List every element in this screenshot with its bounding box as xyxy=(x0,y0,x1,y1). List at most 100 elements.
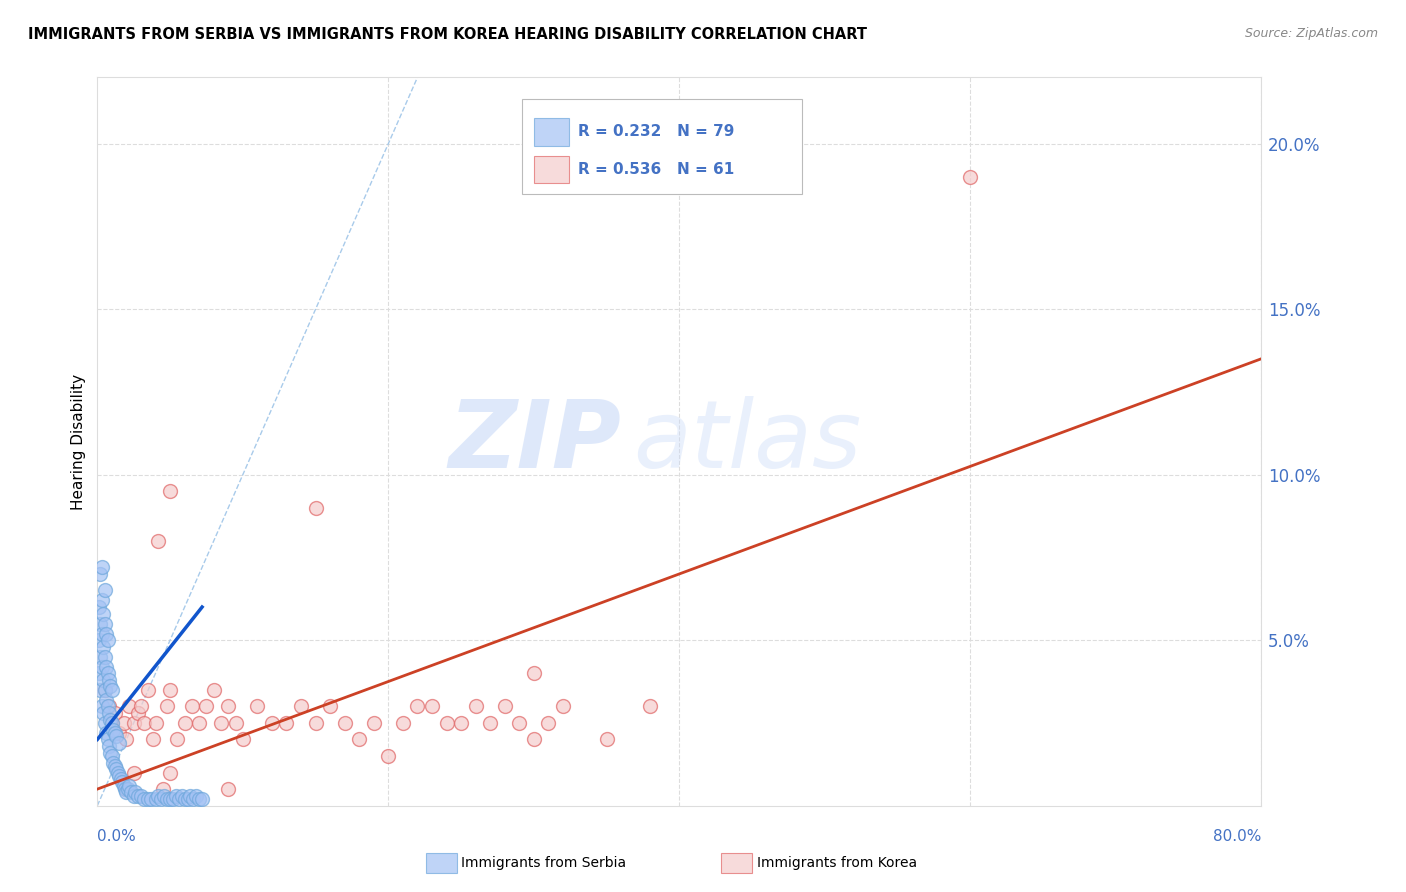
Point xyxy=(101,749,124,764)
Point xyxy=(94,692,117,706)
Point xyxy=(392,715,415,730)
Point xyxy=(96,666,118,681)
Point xyxy=(347,732,370,747)
Point xyxy=(276,715,298,730)
Point xyxy=(156,792,179,806)
Point xyxy=(202,682,225,697)
Point xyxy=(93,682,115,697)
Point xyxy=(105,729,128,743)
Point xyxy=(166,732,188,747)
Point xyxy=(136,792,159,806)
Point xyxy=(103,756,125,770)
Point xyxy=(89,616,111,631)
Point xyxy=(90,699,112,714)
Point xyxy=(98,706,121,720)
Point xyxy=(551,699,574,714)
Point xyxy=(141,792,163,806)
Text: ZIP: ZIP xyxy=(449,395,621,488)
Point xyxy=(94,626,117,640)
Point xyxy=(89,649,111,664)
Point xyxy=(100,746,122,760)
Text: atlas: atlas xyxy=(633,396,860,487)
Point xyxy=(523,666,546,681)
Point xyxy=(508,715,530,730)
Text: R = 0.232   N = 79: R = 0.232 N = 79 xyxy=(578,124,734,139)
Text: R = 0.536   N = 61: R = 0.536 N = 61 xyxy=(578,162,734,177)
Point xyxy=(148,533,170,548)
Point xyxy=(188,715,211,730)
FancyBboxPatch shape xyxy=(534,118,569,145)
Point xyxy=(87,633,110,648)
Point xyxy=(217,699,239,714)
Point xyxy=(159,682,181,697)
Point xyxy=(96,732,118,747)
Point xyxy=(186,789,208,803)
Point xyxy=(132,715,155,730)
Point xyxy=(333,715,356,730)
Point xyxy=(406,699,429,714)
Point xyxy=(479,715,502,730)
Point xyxy=(90,626,112,640)
Point xyxy=(90,593,112,607)
Point xyxy=(115,782,138,797)
Point xyxy=(96,633,118,648)
Point xyxy=(93,649,115,664)
Point xyxy=(150,792,173,806)
Point xyxy=(101,682,124,697)
Point xyxy=(159,792,181,806)
Text: Immigrants from Serbia: Immigrants from Serbia xyxy=(461,855,627,870)
Point xyxy=(165,789,187,803)
Point xyxy=(464,699,486,714)
Point xyxy=(304,715,326,730)
Text: 80.0%: 80.0% xyxy=(1213,830,1261,845)
Point xyxy=(436,715,458,730)
Point xyxy=(115,785,138,799)
Point xyxy=(91,673,114,687)
Point xyxy=(108,736,131,750)
Point xyxy=(159,765,181,780)
Point xyxy=(112,779,135,793)
Point xyxy=(209,715,232,730)
Point xyxy=(122,765,145,780)
Point xyxy=(93,583,115,598)
Point xyxy=(100,713,122,727)
Point xyxy=(104,726,127,740)
Point xyxy=(91,607,114,621)
Point xyxy=(195,699,218,714)
Point xyxy=(173,715,195,730)
Point xyxy=(145,792,167,806)
Point xyxy=(96,699,118,714)
Point xyxy=(111,775,134,789)
Point xyxy=(114,782,136,797)
Point xyxy=(179,789,201,803)
Point xyxy=(122,789,145,803)
Point xyxy=(304,500,326,515)
Text: Immigrants from Korea: Immigrants from Korea xyxy=(756,855,917,870)
Point xyxy=(91,640,114,654)
Point xyxy=(246,699,269,714)
Point xyxy=(100,680,122,694)
Point xyxy=(89,682,111,697)
Point xyxy=(159,484,181,499)
Point xyxy=(91,706,114,720)
Point xyxy=(90,659,112,673)
Point xyxy=(142,732,165,747)
Point xyxy=(152,782,174,797)
Point xyxy=(232,732,254,747)
Point xyxy=(523,732,546,747)
Point xyxy=(104,706,127,720)
Point xyxy=(537,715,560,730)
Point xyxy=(108,726,131,740)
Point xyxy=(93,616,115,631)
Text: Source: ZipAtlas.com: Source: ZipAtlas.com xyxy=(1244,27,1378,40)
Point xyxy=(112,715,135,730)
Point xyxy=(167,792,190,806)
Point xyxy=(959,169,981,184)
Point xyxy=(170,789,193,803)
Point xyxy=(132,792,155,806)
Point xyxy=(104,759,127,773)
Point xyxy=(93,715,115,730)
Point xyxy=(124,785,146,799)
Point xyxy=(110,772,132,786)
Point xyxy=(98,673,121,687)
